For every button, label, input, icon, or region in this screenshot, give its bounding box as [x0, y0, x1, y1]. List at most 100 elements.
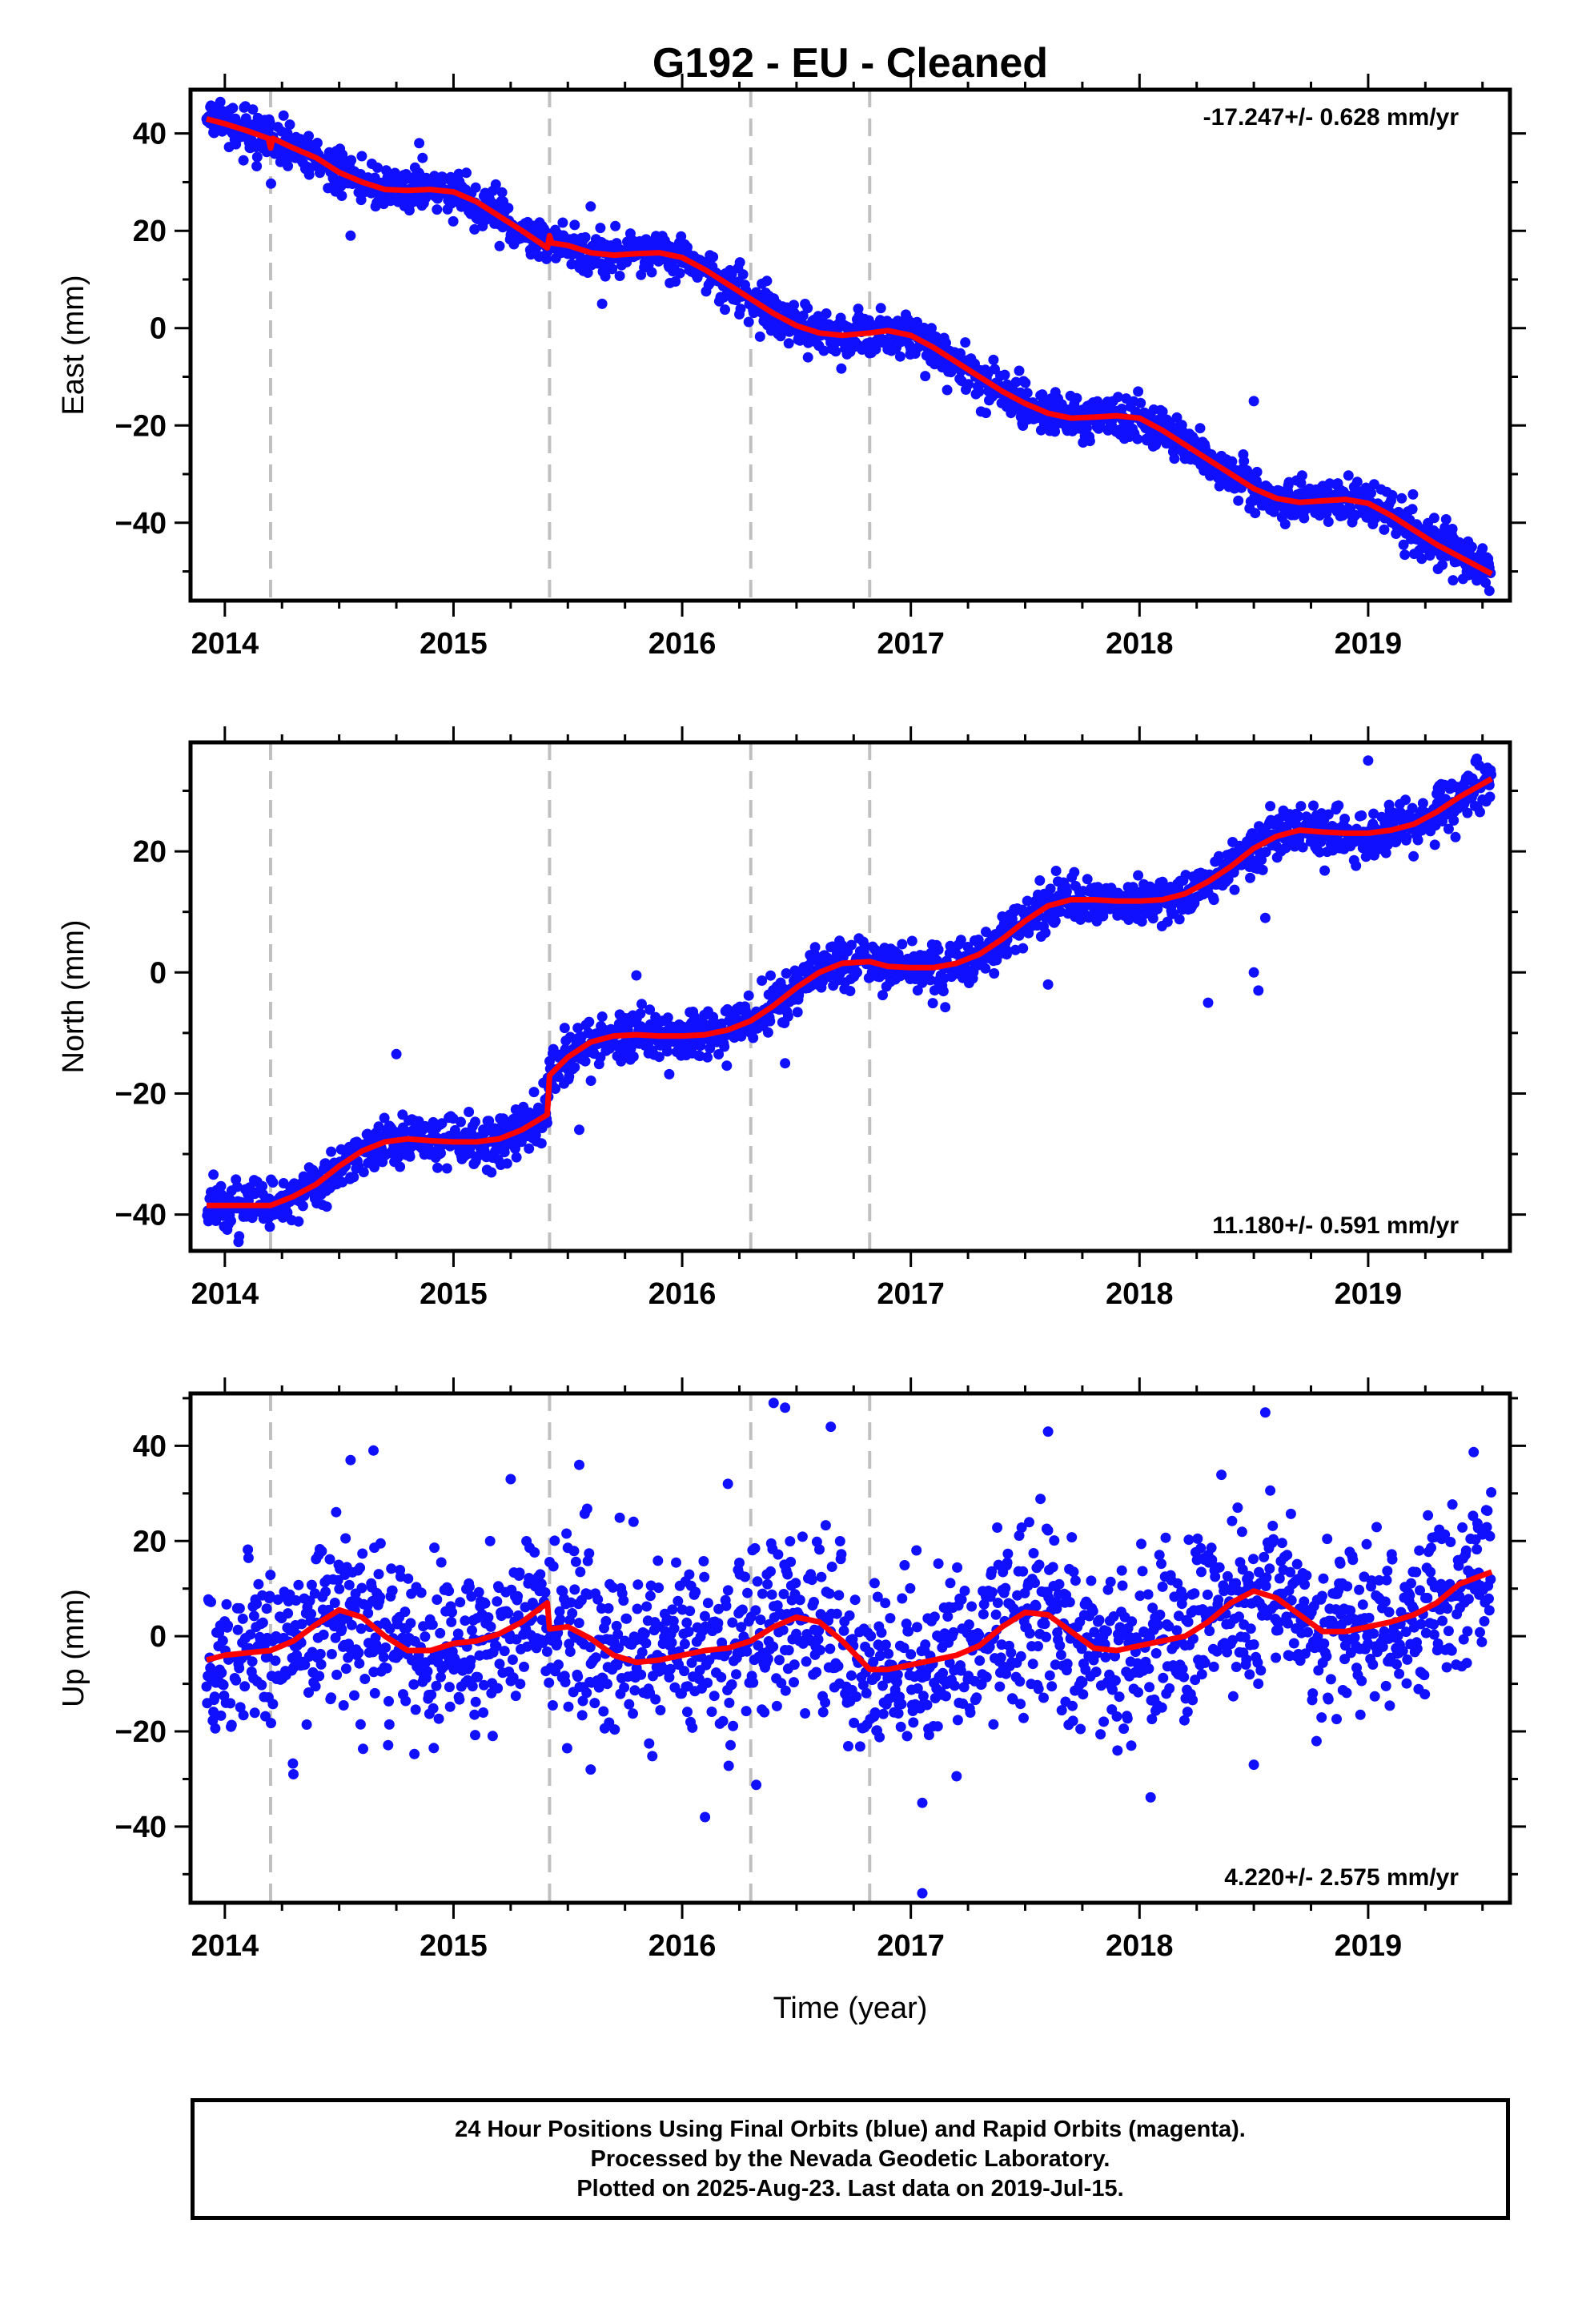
up-point-353 [452, 1628, 464, 1639]
up-point-675 [681, 1617, 693, 1628]
up-point-174 [324, 1554, 335, 1565]
up-point-762 [741, 1646, 753, 1657]
chart-title: G192 - EU - Cleaned [652, 40, 1048, 86]
up-point-301 [416, 1587, 427, 1598]
up-point-725 [716, 1671, 727, 1683]
north-point-1135 [1001, 949, 1012, 960]
north-point-210 [348, 1172, 359, 1183]
up-point-260 [384, 1623, 396, 1634]
north-point-1551 [1297, 842, 1308, 853]
up-point-821 [785, 1536, 796, 1547]
up-point-680 [685, 1606, 696, 1617]
east-point-1684 [1399, 549, 1411, 561]
east-point-571 [607, 263, 618, 275]
east-point-1456 [1233, 495, 1244, 506]
up-point-775 [751, 1779, 762, 1791]
up-point-862 [814, 1544, 825, 1555]
up-point-887 [833, 1590, 845, 1601]
north-point-277 [395, 1161, 406, 1172]
north-point-291 [404, 1151, 416, 1162]
north-point-1816 [1042, 979, 1054, 990]
east-y-tick-label: 0 [150, 312, 167, 346]
up-point-903 [845, 1670, 857, 1681]
up-point-138 [299, 1659, 311, 1671]
up-point-1148 [1015, 1651, 1026, 1662]
north-point-1550 [1295, 801, 1307, 812]
north-point-521 [559, 1023, 570, 1034]
up-point-65 [248, 1610, 259, 1622]
up-point-789 [762, 1578, 773, 1590]
north-point-1814 [631, 970, 642, 981]
up-point-341 [444, 1682, 455, 1693]
north-point-1693 [1401, 832, 1412, 843]
up-point-62 [247, 1656, 258, 1667]
north-point-1164 [1022, 895, 1033, 907]
up-point-254 [380, 1642, 391, 1653]
up-point-615 [639, 1628, 650, 1639]
up-point-529 [576, 1710, 588, 1721]
up-point-430 [508, 1672, 519, 1683]
up-point-942 [874, 1731, 885, 1743]
up-point-630 [650, 1694, 661, 1705]
up-point-472 [536, 1614, 548, 1626]
up-point-934 [869, 1578, 880, 1589]
up-point-356 [455, 1597, 466, 1608]
up-point-1151 [1018, 1566, 1029, 1577]
up-point-777 [753, 1640, 764, 1651]
north-point-782 [748, 1032, 759, 1043]
up-point-247 [375, 1591, 386, 1602]
up-point-802 [771, 1700, 782, 1711]
north-point-337 [436, 1148, 446, 1159]
up-point-1086 [974, 1655, 986, 1667]
up-point-184 [331, 1669, 343, 1680]
north-point-872 [810, 954, 821, 965]
up-point-914 [854, 1741, 865, 1752]
north-point-1066 [955, 935, 966, 946]
east-point-329 [432, 204, 443, 215]
north-point-553 [584, 1016, 595, 1027]
east-point-1011 [918, 322, 930, 333]
up-point-1147 [1015, 1699, 1026, 1710]
east-point-414 [494, 240, 505, 251]
up-point-146 [306, 1608, 317, 1619]
east-point-116 [283, 160, 294, 171]
up-point-654 [666, 1637, 677, 1648]
east-point-1137 [1010, 376, 1022, 388]
up-point-57 [243, 1544, 254, 1555]
north-point-1012 [912, 985, 923, 996]
up-point-361 [460, 1615, 471, 1626]
north-point-1231 [1069, 866, 1080, 878]
up-point-983 [901, 1731, 913, 1742]
north-point-1815 [780, 1058, 791, 1069]
up-point-860 [813, 1634, 824, 1645]
up-point-202 [343, 1652, 354, 1663]
north-point-667 [664, 1068, 675, 1080]
east-point-383 [470, 182, 481, 193]
north-point-666 [662, 1012, 673, 1023]
up-point-706 [702, 1677, 713, 1688]
up-point-530 [577, 1695, 588, 1707]
up-point-617 [641, 1601, 652, 1612]
up-point-507 [561, 1743, 572, 1754]
up-point-46 [234, 1602, 245, 1614]
up-point-223 [356, 1582, 367, 1594]
up-point-509 [563, 1701, 574, 1712]
up-point-736 [723, 1760, 734, 1771]
up-point-423 [503, 1608, 514, 1619]
north-point-1691 [1400, 794, 1411, 806]
up-point-923 [861, 1687, 872, 1699]
east-model-line [206, 116, 1493, 577]
up-point-612 [636, 1647, 648, 1658]
east-point-20 [215, 96, 226, 107]
up-point-305 [420, 1631, 431, 1642]
north-point-1820 [1259, 912, 1271, 923]
up-point-407 [491, 1641, 502, 1652]
east-point-93 [264, 117, 275, 127]
east-point-1122 [999, 369, 1010, 380]
east-point-381 [469, 223, 480, 235]
up-point-1028 [932, 1721, 943, 1732]
east-point-223 [356, 151, 367, 162]
up-point-195 [338, 1700, 349, 1711]
north-point-1572 [1314, 846, 1325, 858]
